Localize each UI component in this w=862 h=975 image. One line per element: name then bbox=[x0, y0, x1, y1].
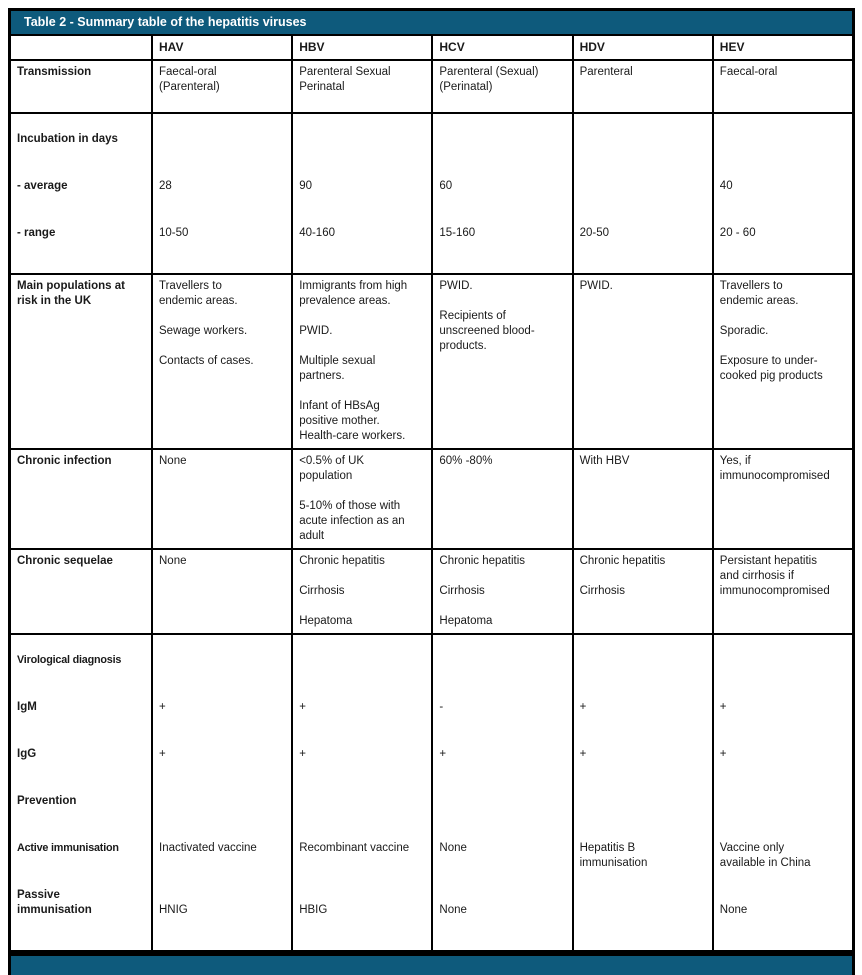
incubation-average-hcv: 60 bbox=[439, 180, 453, 192]
cell-populations-hav: Travellers to endemic areas. Sewage work… bbox=[151, 275, 291, 448]
column-header-hav: HAV bbox=[151, 36, 291, 59]
igm-hcv: - bbox=[439, 701, 444, 713]
row-label-transmission: Transmission bbox=[17, 66, 92, 78]
igm-hev: + bbox=[719, 701, 727, 713]
row-label-virology: Virological diagnosis IgM IgG Prevention… bbox=[11, 635, 151, 950]
passive-immunisation-hcv: None bbox=[439, 904, 467, 916]
row-label-chronic-infection: Chronic infection bbox=[17, 455, 112, 467]
incubation-range-label: - range bbox=[17, 227, 56, 239]
cell-transmission-hbv: Parenteral Sexual Perinatal bbox=[291, 61, 431, 112]
active-immunisation-label: Active immunisation bbox=[17, 842, 119, 854]
incubation-average-hev: 40 bbox=[719, 180, 733, 192]
igg-hcv: + bbox=[439, 748, 447, 760]
cell-virology-hav: + + Inactivated vaccine HNIG bbox=[151, 635, 291, 950]
cell-chronic-infection-hav: None bbox=[151, 450, 291, 548]
column-header-blank bbox=[11, 36, 151, 59]
cell-transmission-hev: Faecal-oral bbox=[711, 61, 852, 112]
row-transmission: Transmission Faecal-oral (Parenteral) Pa… bbox=[11, 59, 852, 112]
passive-immunisation-hav: HNIG bbox=[159, 904, 188, 916]
incubation-average-hav: 28 bbox=[159, 180, 172, 192]
cell-incubation-hbv: 90 40-160 bbox=[291, 114, 431, 273]
cell-chronic-infection-hev: Yes, if immunocompromised bbox=[711, 450, 852, 548]
cell-transmission-hcv: Parenteral (Sexual) (Perinatal) bbox=[431, 61, 571, 112]
cell-chronic-infection-hdv: With HBV bbox=[571, 450, 712, 548]
igm-hbv: + bbox=[299, 701, 306, 713]
column-header-hcv: HCV bbox=[431, 36, 571, 59]
row-label-chronic-sequelae: Chronic sequelae bbox=[17, 555, 113, 567]
row-label-incubation: Incubation in days - average - range bbox=[11, 114, 151, 273]
cell-chronic-infection-hbv: <0.5% of UK population 5-10% of those wi… bbox=[291, 450, 431, 548]
row-virology-prevention: Virological diagnosis IgM IgG Prevention… bbox=[11, 633, 852, 950]
column-header-hdv: HDV bbox=[571, 36, 712, 59]
cell-chronic-sequelae-hav: None bbox=[151, 550, 291, 633]
active-immunisation-hcv: None bbox=[439, 842, 467, 854]
passive-immunisation-hdv bbox=[580, 888, 706, 935]
column-header-hev: HEV bbox=[711, 36, 852, 59]
cell-populations-hbv: Immigrants from high prevalence areas. P… bbox=[291, 275, 431, 448]
incubation-range-hdv: 20-50 bbox=[579, 227, 610, 239]
cell-incubation-hav: 28 10-50 bbox=[151, 114, 291, 273]
cell-transmission-hav: Faecal-oral (Parenteral) bbox=[151, 61, 291, 112]
incubation-range-hev: 20 - 60 bbox=[719, 227, 756, 239]
incubation-average-label: - average bbox=[17, 180, 68, 192]
igg-hbv: + bbox=[299, 748, 306, 760]
cell-virology-hev: + + Vaccine only available in China None bbox=[711, 635, 852, 950]
incubation-range-hav: 10-50 bbox=[159, 227, 189, 239]
virology-title: Virological diagnosis bbox=[17, 654, 122, 666]
igg-hev: + bbox=[719, 748, 727, 760]
row-populations: Main populations at risk in the UK Trave… bbox=[11, 273, 852, 448]
cell-incubation-hdv: 20-50 bbox=[571, 114, 712, 273]
incubation-average-hbv: 90 bbox=[299, 180, 312, 192]
row-chronic-infection: Chronic infection None <0.5% of UK popul… bbox=[11, 448, 852, 548]
cell-chronic-sequelae-hdv: Chronic hepatitis Cirrhosis bbox=[571, 550, 712, 633]
igg-label: IgG bbox=[17, 748, 37, 760]
table-title-bar: Table 2 - Summary table of the hepatitis… bbox=[11, 11, 852, 34]
column-header-row: HAV HBV HCV HDV HEV bbox=[11, 34, 852, 59]
row-chronic-sequelae: Chronic sequelae None Chronic hepatitis … bbox=[11, 548, 852, 633]
incubation-average-hdv bbox=[580, 179, 706, 211]
cell-incubation-hev: 40 20 - 60 bbox=[711, 114, 852, 273]
cell-populations-hcv: PWID. Recipients of unscreened blood- pr… bbox=[431, 275, 571, 448]
passive-immunisation-label: Passive immunisation bbox=[17, 889, 92, 916]
cell-chronic-sequelae-hev: Persistant hepatitis and cirrhosis if im… bbox=[711, 550, 852, 633]
incubation-title: Incubation in days bbox=[17, 133, 118, 145]
igm-hav: + bbox=[159, 701, 166, 713]
passive-immunisation-hev: None bbox=[719, 904, 748, 916]
row-incubation: Incubation in days - average - range 28 … bbox=[11, 112, 852, 273]
cell-chronic-sequelae-hcv: Chronic hepatitis Cirrhosis Hepatoma bbox=[431, 550, 571, 633]
cell-populations-hev: Travellers to endemic areas. Sporadic. E… bbox=[711, 275, 852, 448]
row-label-populations: Main populations at risk in the UK bbox=[17, 280, 125, 307]
active-immunisation-hev: Vaccine only available in China bbox=[719, 842, 811, 869]
active-immunisation-hav: Inactivated vaccine bbox=[159, 842, 257, 854]
igg-hav: + bbox=[159, 748, 166, 760]
active-immunisation-hbv: Recombinant vaccine bbox=[299, 842, 410, 854]
cell-incubation-hcv: 60 15-160 bbox=[431, 114, 571, 273]
column-header-hbv: HBV bbox=[291, 36, 431, 59]
prevention-label: Prevention bbox=[17, 795, 77, 807]
cell-populations-hdv: PWID. bbox=[571, 275, 712, 448]
igm-label: IgM bbox=[17, 701, 37, 713]
cell-chronic-infection-hcv: 60% -80% bbox=[431, 450, 571, 548]
cell-transmission-hdv: Parenteral bbox=[571, 61, 712, 112]
incubation-range-hbv: 40-160 bbox=[299, 227, 335, 239]
cell-chronic-sequelae-hbv: Chronic hepatitis Cirrhosis Hepatoma bbox=[291, 550, 431, 633]
next-table-title-bar-cutoff bbox=[8, 953, 855, 975]
incubation-range-hcv: 15-160 bbox=[439, 227, 476, 239]
igg-hdv: + bbox=[579, 748, 587, 760]
active-immunisation-hdv: Hepatitis B immunisation bbox=[579, 842, 648, 869]
cell-virology-hdv: + + Hepatitis B immunisation bbox=[571, 635, 712, 950]
cell-virology-hcv: - + None None bbox=[431, 635, 571, 950]
igm-hdv: + bbox=[579, 701, 587, 713]
passive-immunisation-hbv: HBIG bbox=[299, 904, 328, 916]
hepatitis-summary-table: Table 2 - Summary table of the hepatitis… bbox=[8, 8, 855, 953]
cell-virology-hbv: + + Recombinant vaccine HBIG bbox=[291, 635, 431, 950]
